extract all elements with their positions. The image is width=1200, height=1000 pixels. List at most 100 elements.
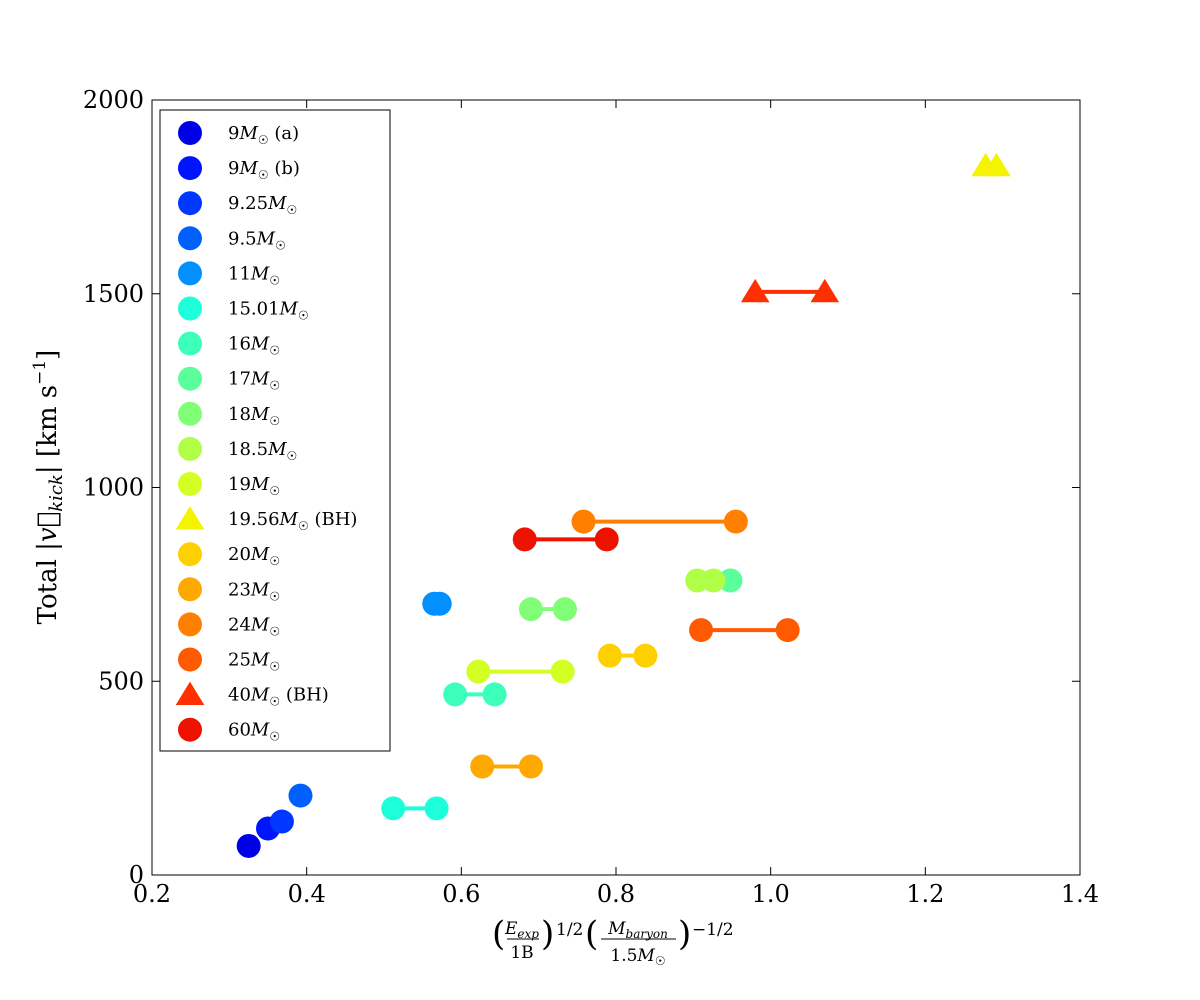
legend-label: 15.01M☉	[228, 299, 309, 323]
data-point	[427, 591, 452, 616]
legend-label: 19.56M☉ (BH)	[228, 509, 357, 533]
legend-label: 9M☉ (b)	[228, 158, 300, 182]
legend-label: 17M☉	[228, 369, 280, 393]
data-point	[381, 796, 406, 821]
legend-label: 19M☉	[228, 474, 280, 498]
data-point	[236, 833, 261, 858]
series-17	[512, 527, 619, 552]
y-axis-label: Total |v⃗kick| [km s−1]	[30, 350, 67, 625]
legend-label: 9.5M☉	[228, 228, 286, 252]
legend-marker	[178, 366, 202, 391]
legend-item: 25M☉	[178, 647, 280, 674]
series-10	[466, 659, 575, 684]
legend-marker	[178, 331, 202, 356]
axis-ticks: 0.2 0.4 0.6 0.8 1.0 1.2 1.4 0 500 1000 1500 2000	[83, 86, 1099, 908]
data-point	[701, 568, 726, 593]
legend-item: 9M☉ (b)	[178, 156, 300, 182]
series-2	[269, 809, 294, 834]
data-point-triangle	[810, 278, 840, 303]
x-tick-label: 0.6	[442, 880, 480, 908]
series-0	[236, 833, 261, 858]
svg-text:): )	[541, 914, 554, 954]
legend-marker	[178, 121, 202, 145]
legend-label: 24M☉	[228, 614, 280, 638]
data-point	[443, 682, 468, 707]
svg-text:1B: 1B	[510, 943, 533, 963]
legend-item: 24M☉	[178, 612, 280, 638]
svg-text:1.5M☉: 1.5M☉	[610, 946, 665, 968]
legend-label: 9M☉ (a)	[228, 123, 299, 147]
series-3	[288, 783, 313, 808]
x-axis-label: ( Eexp 1B ) 1/2 ( Mbaryon 1.5M☉ ) −1/2	[492, 914, 734, 968]
series-4	[422, 591, 452, 616]
data-point	[482, 682, 507, 707]
series-9	[685, 568, 726, 593]
legend-item: 9.5M☉	[178, 226, 286, 252]
legend-marker	[178, 191, 202, 216]
x-tick-label: 1.2	[906, 880, 944, 908]
data-point	[689, 618, 714, 643]
legend-marker	[178, 296, 202, 321]
data-point	[723, 509, 748, 534]
svg-text:(: (	[492, 914, 505, 954]
series-12	[597, 643, 658, 668]
x-tick-label: 1.0	[752, 880, 790, 908]
data-point	[775, 618, 800, 643]
svg-text:Eexp: Eexp	[504, 919, 539, 941]
data-point	[571, 509, 596, 534]
legend-marker	[178, 436, 202, 461]
legend-label: 18.5M☉	[228, 439, 297, 463]
svg-text:(: (	[585, 914, 598, 954]
y-tick-label: 1500	[83, 280, 144, 308]
legend-item: 18M☉	[178, 401, 280, 428]
y-tick-label: 500	[98, 667, 144, 695]
svg-text:−1/2: −1/2	[692, 920, 734, 940]
legend-item: 9M☉ (a)	[178, 121, 299, 147]
legend-item: 40M☉ (BH)	[175, 681, 329, 709]
data-point	[269, 809, 294, 834]
plot-area	[151, 99, 1081, 876]
legend-label: 40M☉ (BH)	[228, 685, 329, 709]
legend-item: 17M☉	[178, 366, 280, 393]
legend-marker	[178, 226, 202, 251]
series-14	[571, 509, 748, 534]
legend-label: 20M☉	[228, 544, 280, 568]
legend-label: 60M☉	[228, 720, 280, 744]
legend-marker	[178, 156, 202, 181]
legend-item: 11M☉	[178, 261, 280, 287]
data-point	[518, 597, 543, 622]
data-point-triangle	[982, 152, 1011, 177]
y-tick-label: 2000	[83, 86, 144, 114]
data-point	[512, 527, 537, 552]
data-point	[550, 659, 575, 684]
series-11	[971, 152, 1011, 177]
legend-item: 15.01M☉	[178, 296, 309, 323]
svg-text:Mbaryon: Mbaryon	[607, 919, 668, 941]
legend-marker	[178, 612, 202, 637]
data-point	[633, 643, 658, 668]
data-point	[518, 754, 543, 779]
series-13	[470, 754, 543, 779]
legend-marker-triangle	[175, 506, 205, 530]
data-point	[466, 659, 491, 684]
y-tick-label: 0	[129, 861, 144, 889]
data-point	[288, 783, 313, 808]
data-point-triangle	[740, 278, 770, 303]
x-tick-label: 0.8	[597, 880, 635, 908]
legend-item: 60M☉	[178, 717, 280, 744]
svg-text:1/2: 1/2	[556, 920, 583, 940]
legend-item: 18.5M☉	[178, 436, 297, 463]
x-tick-label: 0.4	[288, 880, 326, 908]
legend-marker	[178, 647, 202, 672]
legend-item: 19.56M☉ (BH)	[175, 506, 357, 533]
legend-item: 16M☉	[178, 331, 280, 358]
data-point	[424, 796, 449, 821]
series-5	[381, 796, 449, 821]
y-tick-label: 1000	[83, 474, 144, 502]
data-point	[470, 754, 495, 779]
legend-label: 23M☉	[228, 579, 280, 603]
legend: 9M☉ (a) 9M☉ (b) 9.25M☉ 9.5M☉ 11M☉ 15.01M☉ 16M☉…	[159, 109, 391, 752]
data-point	[594, 527, 619, 552]
legend-item: 9.25M☉	[178, 191, 297, 217]
